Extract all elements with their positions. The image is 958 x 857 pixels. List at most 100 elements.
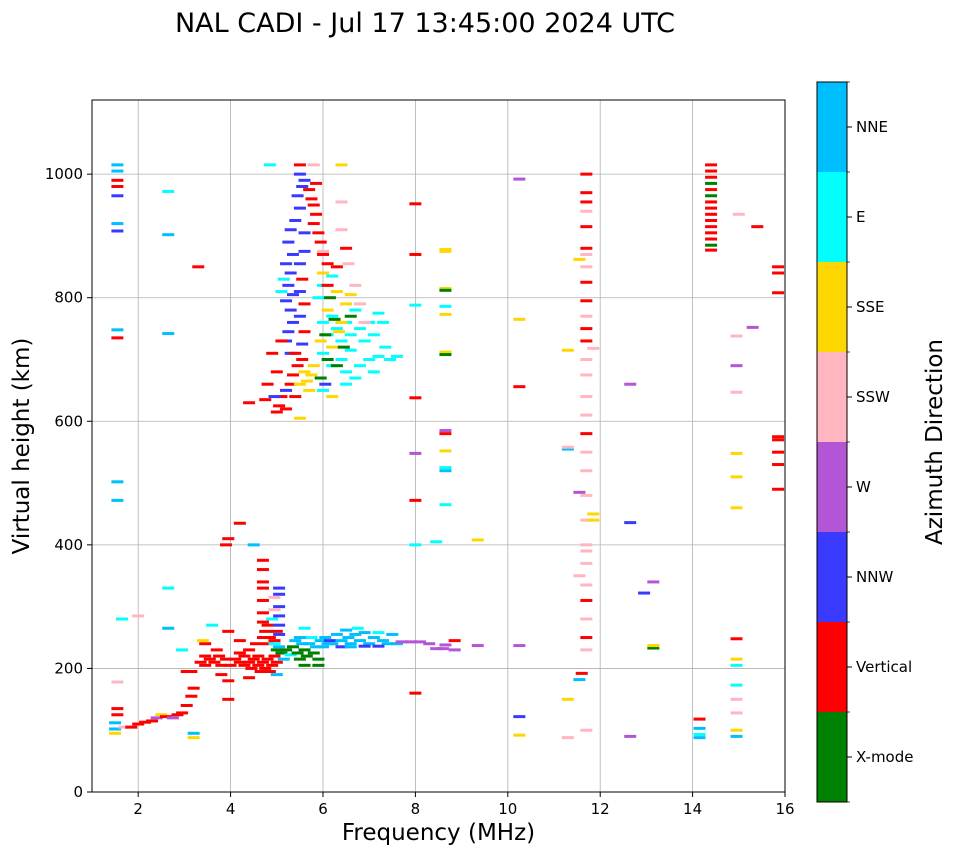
data-point-x-mode (705, 181, 718, 185)
data-point-nnw (298, 178, 311, 182)
data-point-x-mode (275, 651, 288, 655)
x-tick-label: 8 (411, 800, 421, 818)
data-point-sse (344, 293, 357, 297)
data-point-nne (358, 631, 371, 635)
data-point-nne (293, 636, 306, 640)
plot-area-frame (91, 99, 786, 793)
data-point-e (409, 303, 422, 307)
x-tick-label: 14 (683, 800, 702, 818)
data-point-ssw (580, 395, 593, 399)
data-point-ssw (580, 561, 593, 565)
data-point-sse (326, 395, 339, 399)
data-point-nne (377, 639, 390, 643)
data-point-ssw (587, 346, 600, 350)
data-point-vertical (705, 169, 718, 173)
data-point-vertical (580, 327, 593, 331)
data-point-nne (111, 498, 124, 502)
data-point-sse (439, 350, 452, 354)
data-point-vertical (275, 339, 288, 343)
y-tick-label: 600 (54, 412, 83, 430)
data-point-e (439, 304, 452, 308)
data-point-nne (111, 480, 124, 484)
colorbar-tick-label: X-mode (856, 748, 913, 766)
colorbar-tick-label: NNW (856, 568, 893, 586)
data-point-vertical (772, 291, 785, 295)
colorbar-tick-label: SSE (856, 298, 885, 316)
colorbar-segment-x-mode (817, 712, 847, 802)
data-point-nne (162, 626, 175, 630)
data-point-x-mode (647, 646, 660, 650)
data-point-w (404, 640, 417, 644)
data-point-vertical (270, 629, 283, 633)
data-point-x-mode (298, 663, 311, 667)
data-point-vertical (263, 670, 276, 674)
data-point-x-mode (439, 353, 452, 357)
data-point-nne (310, 645, 323, 649)
data-point-nne (390, 642, 403, 646)
data-point-e (383, 358, 396, 361)
data-point-ssw (335, 228, 348, 232)
colorbar-tick-label: SSW (856, 388, 890, 406)
data-point-e (317, 388, 329, 392)
data-point-vertical (252, 663, 265, 667)
data-point-nnw (638, 591, 651, 595)
data-point-nnw (293, 172, 306, 176)
data-point-vertical (222, 629, 235, 633)
data-point-nne (317, 645, 329, 649)
data-point-x-mode (270, 648, 283, 652)
data-point-sse (561, 697, 574, 701)
grid-lines (92, 100, 786, 793)
data-point-e (344, 333, 357, 337)
data-point-e (379, 345, 392, 349)
data-point-ssw (573, 574, 586, 578)
data-point-ssw (580, 413, 593, 417)
data-point-ssw (561, 736, 574, 740)
data-point-ssw (580, 469, 593, 473)
data-point-ssw (730, 390, 743, 394)
data-point-w (746, 325, 759, 329)
data-point-nnw (268, 395, 281, 399)
y-tick-label: 400 (54, 536, 83, 554)
data-point-w (437, 647, 450, 651)
data-point-nnw (513, 715, 526, 719)
data-point-nnw (293, 206, 306, 210)
data-point-nne (270, 673, 283, 677)
data-point-vertical (215, 663, 228, 667)
data-point-vertical (224, 663, 237, 667)
data-point-e (335, 339, 348, 343)
data-point-vertical (772, 435, 785, 439)
data-point-e (162, 586, 175, 590)
data-point-w (409, 451, 422, 455)
data-point-sse (155, 713, 168, 717)
data-point-ssw (580, 543, 593, 547)
data-point-vertical (146, 719, 159, 723)
data-point-sse (293, 382, 306, 386)
data-point-e (353, 364, 366, 368)
colorbar-segment-vertical (817, 622, 847, 712)
data-point-vertical (171, 713, 184, 717)
data-point-nne (349, 632, 362, 636)
data-point-vertical (233, 521, 246, 525)
x-axis-ticks: 2 4 6 8 10 12 14 16 (133, 792, 795, 818)
data-point-vertical (321, 262, 334, 266)
data-point-nnw (273, 592, 286, 596)
data-point-vertical (513, 385, 526, 389)
data-point-x-mode (439, 288, 452, 292)
data-point-nne (111, 328, 124, 332)
y-tick-label: 0 (73, 783, 83, 801)
data-point-x-mode (319, 333, 332, 337)
data-point-w (423, 642, 436, 646)
data-point-vertical (261, 657, 274, 661)
data-point-sse (187, 736, 200, 740)
data-point-e (326, 274, 339, 278)
data-point-ssw (580, 358, 593, 361)
data-point-vertical (312, 231, 325, 235)
data-point-vertical (111, 713, 124, 717)
data-point-vertical (215, 673, 228, 677)
colorbar-segment-nnw (817, 532, 847, 622)
data-point-x-mode (291, 651, 304, 655)
data-point-vertical (310, 212, 323, 216)
data-point-sse (293, 416, 306, 420)
data-point-ssw (111, 680, 124, 684)
data-point-ssw (317, 249, 329, 253)
